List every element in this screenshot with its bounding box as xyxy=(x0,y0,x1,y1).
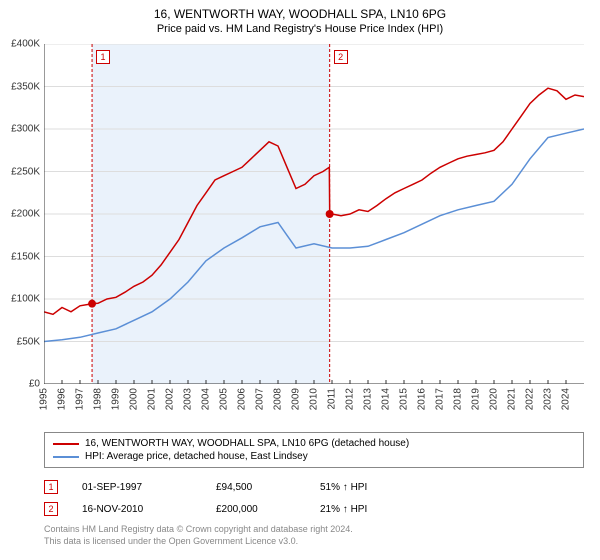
y-tick-label: £250K xyxy=(11,166,44,177)
marker-date: 16-NOV-2010 xyxy=(82,504,192,515)
x-tick-label: 2006 xyxy=(237,388,248,410)
x-tick-label: 1996 xyxy=(57,388,68,410)
x-tick-label: 2007 xyxy=(255,388,266,410)
marker-number-box: 2 xyxy=(44,502,58,516)
x-tick-label: 2008 xyxy=(273,388,284,410)
x-tick-label: 2015 xyxy=(399,388,410,410)
legend-label: 16, WENTWORTH WAY, WOODHALL SPA, LN10 6P… xyxy=(85,438,409,449)
x-tick-label: 1999 xyxy=(111,388,122,410)
y-tick-label: £150K xyxy=(11,251,44,262)
y-tick-label: £100K xyxy=(11,294,44,305)
legend-swatch xyxy=(53,443,79,445)
x-tick-label: 1995 xyxy=(39,388,50,410)
x-tick-label: 1997 xyxy=(75,388,86,410)
marker-price: £200,000 xyxy=(216,504,296,515)
marker-row: 2 16-NOV-2010 £200,000 21% ↑ HPI xyxy=(44,498,584,520)
y-tick-label: £300K xyxy=(11,124,44,135)
y-tick-label: £200K xyxy=(11,209,44,220)
legend-item: HPI: Average price, detached house, East… xyxy=(53,450,575,463)
chart-marker-2: 2 xyxy=(334,50,348,64)
legend-item: 16, WENTWORTH WAY, WOODHALL SPA, LN10 6P… xyxy=(53,437,575,450)
x-tick-label: 2000 xyxy=(129,388,140,410)
marker-pct: 51% ↑ HPI xyxy=(320,482,410,493)
x-tick-label: 2018 xyxy=(453,388,464,410)
x-tick-label: 2002 xyxy=(165,388,176,410)
x-tick-label: 2001 xyxy=(147,388,158,410)
marker-number-box: 1 xyxy=(44,480,58,494)
x-tick-label: 2009 xyxy=(291,388,302,410)
x-tick-label: 2012 xyxy=(345,388,356,410)
footer-attribution: Contains HM Land Registry data © Crown c… xyxy=(44,524,584,547)
y-tick-label: £50K xyxy=(17,336,44,347)
x-tick-label: 1998 xyxy=(93,388,104,410)
y-tick-label: £350K xyxy=(11,81,44,92)
x-tick-label: 2023 xyxy=(543,388,554,410)
x-tick-label: 2021 xyxy=(507,388,518,410)
x-tick-label: 2005 xyxy=(219,388,230,410)
x-tick-label: 2003 xyxy=(183,388,194,410)
marker-table: 1 01-SEP-1997 £94,500 51% ↑ HPI 2 16-NOV-2010… xyxy=(44,476,584,520)
x-tick-label: 2013 xyxy=(363,388,374,410)
marker-row: 1 01-SEP-1997 £94,500 51% ↑ HPI xyxy=(44,476,584,498)
marker-pct: 21% ↑ HPI xyxy=(320,504,410,515)
marker-price: £94,500 xyxy=(216,482,296,493)
chart-marker-1: 1 xyxy=(96,50,110,64)
x-tick-label: 2010 xyxy=(309,388,320,410)
footer-line-1: Contains HM Land Registry data © Crown c… xyxy=(44,524,584,536)
x-tick-label: 2014 xyxy=(381,388,392,410)
legend-swatch xyxy=(53,456,79,458)
x-tick-label: 2024 xyxy=(561,388,572,410)
footer-line-2: This data is licensed under the Open Gov… xyxy=(44,536,584,548)
marker-date: 01-SEP-1997 xyxy=(82,482,192,493)
chart-svg xyxy=(44,44,584,384)
x-tick-label: 2022 xyxy=(525,388,536,410)
legend-label: HPI: Average price, detached house, East… xyxy=(85,451,308,462)
chart-plot-area: £0£50K£100K£150K£200K£250K£300K£350K£400… xyxy=(44,44,584,384)
legend-box: 16, WENTWORTH WAY, WOODHALL SPA, LN10 6P… xyxy=(44,432,584,468)
chart-subtitle: Price paid vs. HM Land Registry's House … xyxy=(0,23,600,39)
x-tick-label: 2016 xyxy=(417,388,428,410)
x-tick-label: 2020 xyxy=(489,388,500,410)
chart-title: 16, WENTWORTH WAY, WOODHALL SPA, LN10 6P… xyxy=(0,0,600,23)
y-tick-label: £400K xyxy=(11,39,44,50)
chart-container: 16, WENTWORTH WAY, WOODHALL SPA, LN10 6P… xyxy=(0,0,600,560)
x-tick-label: 2011 xyxy=(327,388,338,410)
x-axis-labels: 1995199619971998199920002001200220032004… xyxy=(44,386,584,436)
x-tick-label: 2017 xyxy=(435,388,446,410)
x-tick-label: 2004 xyxy=(201,388,212,410)
x-tick-label: 2019 xyxy=(471,388,482,410)
